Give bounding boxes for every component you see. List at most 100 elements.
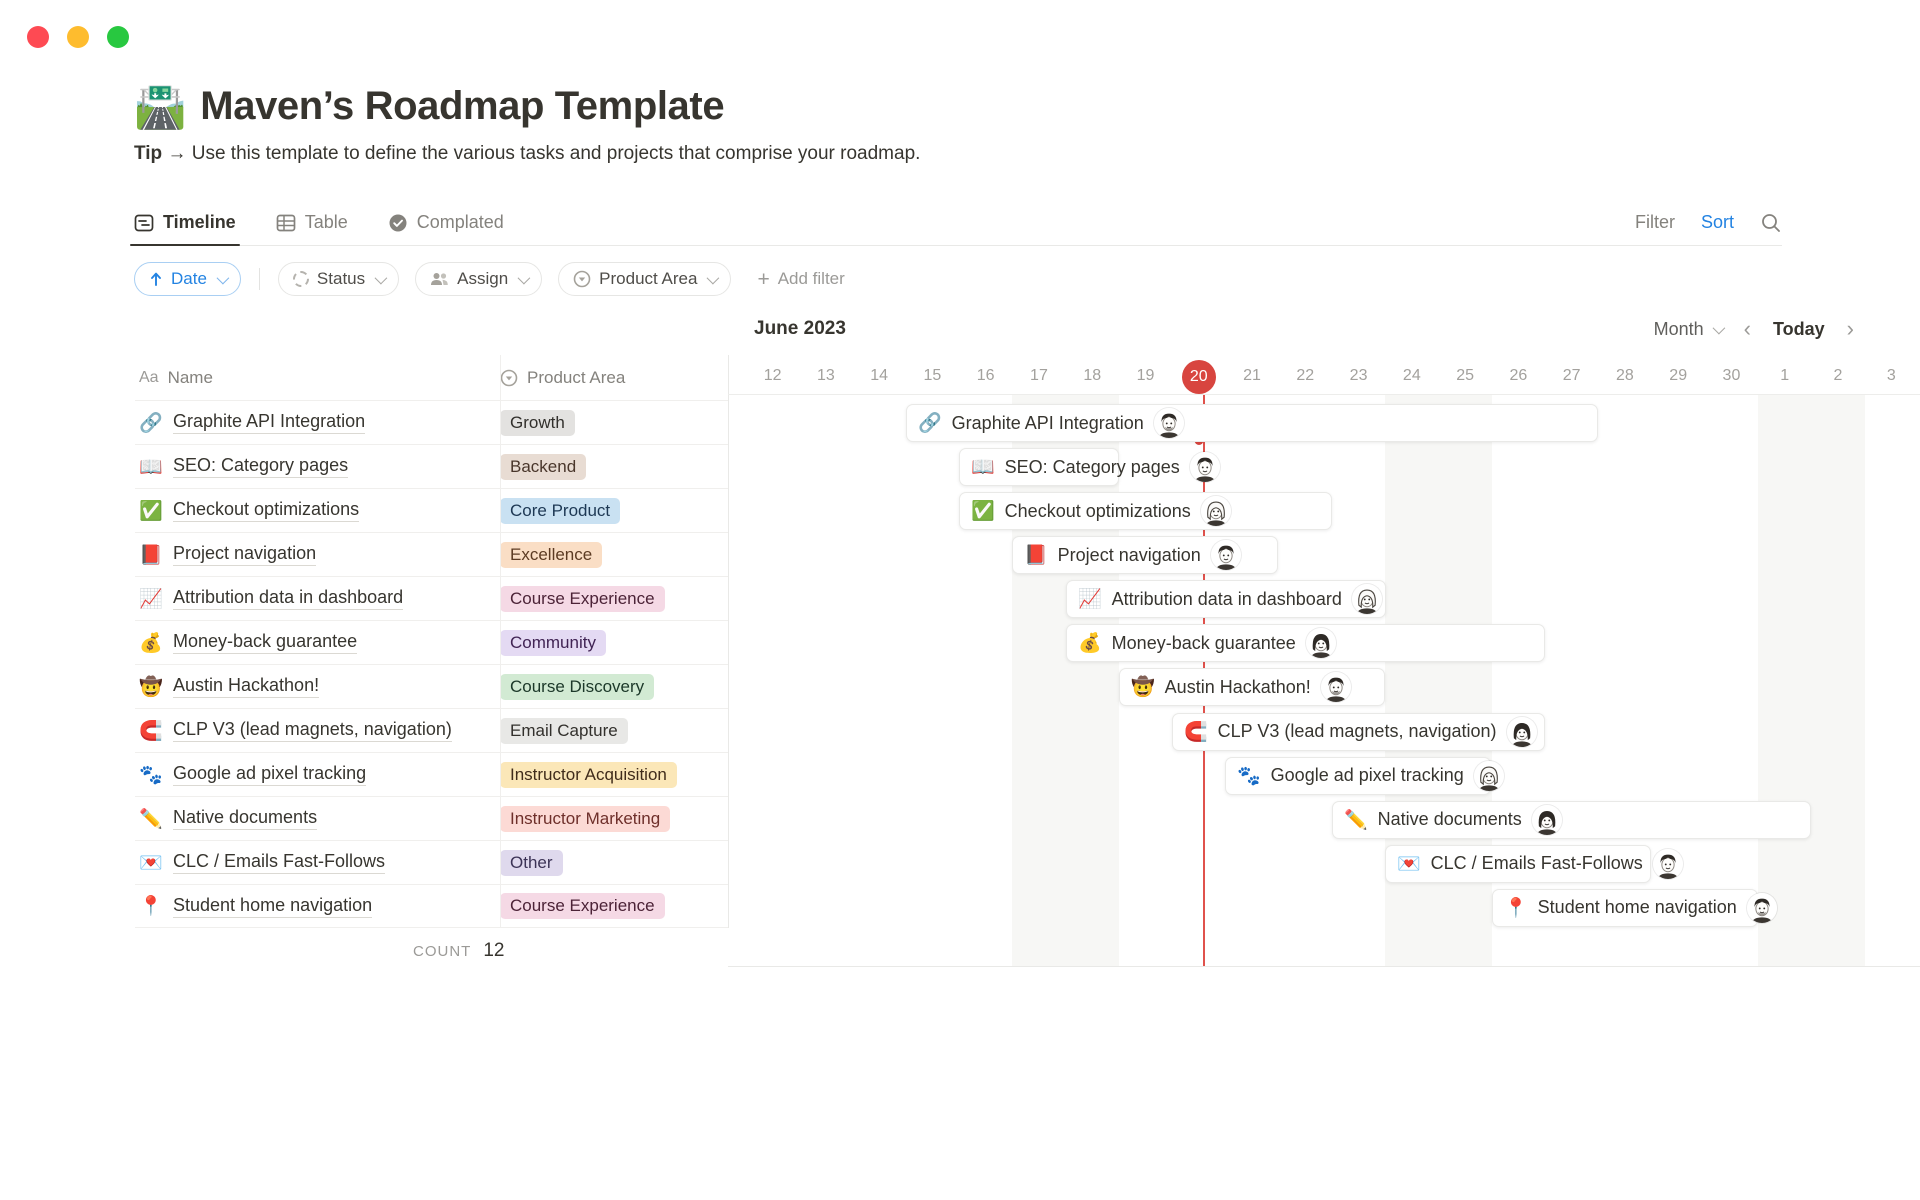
gantt-bar[interactable]: 📍 Student home navigation bbox=[1492, 888, 1777, 927]
task-name-cell[interactable]: 🔗 Graphite API Integration bbox=[135, 411, 500, 435]
product-area-cell[interactable]: Instructor Acquisition bbox=[500, 761, 728, 788]
task-name-link[interactable]: Money-back guarantee bbox=[173, 631, 358, 654]
filter-pill-status[interactable]: Status bbox=[277, 262, 400, 296]
product-area-cell[interactable]: Course Discovery bbox=[500, 673, 728, 700]
task-name-cell[interactable]: 📖 SEO: Category pages bbox=[135, 455, 500, 479]
gantt-bar[interactable]: 🧲 CLP V3 (lead magnets, navigation) bbox=[1172, 712, 1545, 751]
task-name-link[interactable]: Graphite API Integration bbox=[173, 411, 366, 434]
product-area-cell[interactable]: Instructor Marketing bbox=[500, 805, 728, 832]
task-name-link[interactable]: Student home navigation bbox=[173, 895, 373, 918]
task-name-cell[interactable]: 🤠 Austin Hackathon! bbox=[135, 675, 500, 699]
product-area-cell[interactable]: Other bbox=[500, 849, 728, 876]
task-name-link[interactable]: Attribution data in dashboard bbox=[173, 587, 404, 610]
task-name-cell[interactable]: ✏️ Native documents bbox=[135, 807, 500, 831]
date-tick[interactable]: 24 bbox=[1402, 367, 1421, 384]
avatar[interactable] bbox=[1153, 408, 1184, 438]
product-area-cell[interactable]: Excellence bbox=[500, 541, 728, 568]
product-area-cell[interactable]: Community bbox=[500, 629, 728, 656]
date-tick[interactable]: 17 bbox=[1030, 367, 1048, 384]
product-area-column-header[interactable]: Product Area bbox=[500, 368, 625, 388]
date-tick[interactable]: 23 bbox=[1349, 367, 1368, 384]
add-filter-button[interactable]: + Add filter bbox=[757, 269, 844, 290]
task-name-link[interactable]: CLP V3 (lead magnets, navigation) bbox=[173, 719, 452, 742]
sort-button[interactable]: Sort bbox=[1700, 212, 1734, 232]
close-window-button[interactable] bbox=[27, 26, 49, 48]
gantt-bar[interactable]: 📖 SEO: Category pages bbox=[959, 448, 1220, 487]
minimize-window-button[interactable] bbox=[67, 26, 89, 48]
date-tick[interactable]: 18 bbox=[1083, 367, 1102, 384]
avatar[interactable] bbox=[1746, 892, 1777, 923]
gantt-bar[interactable]: ✏️ Native documents bbox=[1332, 800, 1811, 839]
gantt-bar[interactable]: 🐾 Google ad pixel tracking bbox=[1225, 756, 1504, 795]
task-name-cell[interactable]: ✅ Checkout optimizations bbox=[135, 499, 500, 523]
date-tick[interactable]: 14 bbox=[870, 367, 889, 384]
task-name-link[interactable]: Checkout optimizations bbox=[173, 499, 360, 522]
task-name-link[interactable]: Native documents bbox=[173, 807, 318, 830]
date-tick[interactable]: 25 bbox=[1456, 367, 1475, 384]
avatar[interactable] bbox=[1473, 760, 1504, 791]
search-icon[interactable] bbox=[1760, 212, 1782, 234]
avatar[interactable] bbox=[1320, 672, 1351, 703]
date-tick[interactable]: 2 bbox=[1833, 367, 1843, 384]
task-name-link[interactable]: Google ad pixel tracking bbox=[173, 763, 367, 786]
avatar[interactable] bbox=[1210, 540, 1241, 571]
date-tick[interactable]: 12 bbox=[763, 367, 782, 384]
task-name-cell[interactable]: 🧲 CLP V3 (lead magnets, navigation) bbox=[135, 719, 500, 743]
avatar[interactable] bbox=[1305, 628, 1336, 659]
name-column-header[interactable]: Aa Name bbox=[135, 368, 500, 388]
product-area-cell[interactable]: Email Capture bbox=[500, 717, 728, 744]
product-area-cell[interactable]: Backend bbox=[500, 453, 728, 480]
task-name-cell[interactable]: 💰 Money-back guarantee bbox=[135, 631, 500, 655]
filter-pill-assign[interactable]: Assign bbox=[415, 262, 543, 296]
maximize-window-button[interactable] bbox=[107, 26, 129, 48]
prev-period-button[interactable]: ‹ bbox=[1743, 316, 1751, 341]
tab-complated[interactable]: Complated bbox=[388, 200, 504, 245]
today-button[interactable]: Today bbox=[1773, 318, 1825, 339]
gantt-bar[interactable]: 📈 Attribution data in dashboard bbox=[1066, 580, 1386, 619]
avatar[interactable] bbox=[1200, 496, 1231, 527]
task-name-cell[interactable]: 📍 Student home navigation bbox=[135, 894, 500, 918]
date-tick[interactable]: 15 bbox=[923, 367, 942, 384]
avatar[interactable] bbox=[1652, 848, 1683, 879]
gantt-bar[interactable]: 💌 CLC / Emails Fast-Follows bbox=[1385, 844, 1683, 883]
task-name-cell[interactable]: 💌 CLC / Emails Fast-Follows bbox=[135, 851, 500, 875]
gantt-bar[interactable]: 🤠 Austin Hackathon! bbox=[1119, 668, 1385, 707]
date-tick[interactable]: 29 bbox=[1669, 367, 1688, 384]
timeline-zoom-select[interactable]: Month bbox=[1654, 319, 1725, 340]
date-tick[interactable]: 28 bbox=[1616, 367, 1634, 384]
date-tick[interactable]: 27 bbox=[1562, 367, 1581, 384]
task-name-cell[interactable]: 📈 Attribution data in dashboard bbox=[135, 587, 500, 611]
date-tick[interactable]: 19 bbox=[1136, 367, 1155, 384]
task-name-link[interactable]: Austin Hackathon! bbox=[173, 675, 320, 698]
gantt-bar[interactable]: ✅ Checkout optimizations bbox=[959, 492, 1332, 531]
avatar[interactable] bbox=[1531, 804, 1562, 835]
date-tick[interactable]: 13 bbox=[816, 367, 835, 384]
gantt-bar[interactable]: 📕 Project navigation bbox=[1012, 536, 1278, 575]
product-area-cell[interactable]: Course Experience bbox=[500, 585, 728, 612]
date-tick-today[interactable]: 20 bbox=[1181, 360, 1216, 394]
date-tick[interactable]: 16 bbox=[976, 367, 995, 384]
avatar[interactable] bbox=[1189, 452, 1220, 483]
avatar[interactable] bbox=[1351, 584, 1382, 615]
date-tick[interactable]: 22 bbox=[1296, 367, 1315, 384]
tab-table[interactable]: Table bbox=[276, 200, 348, 245]
date-tick[interactable]: 1 bbox=[1780, 367, 1790, 384]
gantt-bar[interactable]: 🔗 Graphite API Integration bbox=[906, 404, 1598, 442]
filter-pill-product-area[interactable]: Product Area bbox=[558, 262, 732, 296]
gantt-bar[interactable]: 💰 Money-back guarantee bbox=[1066, 624, 1545, 663]
product-area-cell[interactable]: Growth bbox=[500, 409, 728, 436]
task-name-cell[interactable]: 🐾 Google ad pixel tracking bbox=[135, 763, 500, 787]
date-tick[interactable]: 3 bbox=[1886, 367, 1896, 384]
product-area-cell[interactable]: Course Experience bbox=[500, 893, 728, 919]
date-tick[interactable]: 21 bbox=[1243, 367, 1261, 384]
product-area-cell[interactable]: Core Product bbox=[500, 497, 728, 524]
task-name-link[interactable]: SEO: Category pages bbox=[173, 455, 349, 478]
sort-date-pill[interactable]: Date bbox=[134, 262, 241, 296]
filter-button[interactable]: Filter bbox=[1634, 212, 1675, 232]
panel-divider[interactable] bbox=[728, 355, 729, 928]
tab-timeline[interactable]: Timeline bbox=[130, 200, 240, 246]
task-name-link[interactable]: Project navigation bbox=[173, 543, 317, 566]
next-period-button[interactable]: › bbox=[1846, 316, 1854, 341]
task-name-cell[interactable]: 📕 Project navigation bbox=[135, 543, 500, 567]
task-name-link[interactable]: CLC / Emails Fast-Follows bbox=[173, 851, 386, 874]
